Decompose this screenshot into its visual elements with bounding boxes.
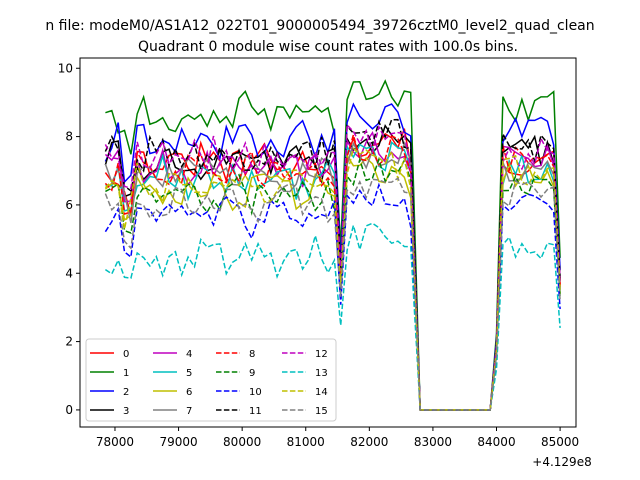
x-tick-label: 78000 (96, 435, 134, 449)
legend-label-5: 5 (186, 368, 192, 379)
legend-label-2: 2 (123, 387, 129, 398)
figure-suptitle: n file: modeM0/AS1A12_022T01_9000005494_… (45, 18, 594, 34)
legend-label-14: 14 (315, 387, 328, 398)
legend-frame (85, 338, 337, 422)
legend-label-4: 4 (186, 349, 192, 360)
y-tick-label: 0 (65, 403, 73, 417)
y-tick-label: 4 (65, 266, 73, 280)
legend-label-9: 9 (249, 368, 255, 379)
x-tick-label: 84000 (477, 435, 515, 449)
x-tick-label: 85000 (541, 435, 579, 449)
legend-label-7: 7 (186, 406, 192, 417)
y-tick-label: 8 (65, 130, 73, 144)
series-line-13 (104, 222, 561, 411)
y-tick-label: 6 (65, 198, 73, 212)
x-tick-label: 79000 (159, 435, 197, 449)
series-line-8 (104, 132, 561, 411)
legend-label-6: 6 (186, 387, 192, 398)
x-tick-label: 81000 (287, 435, 325, 449)
x-tick-label: 83000 (414, 435, 452, 449)
x-axis-offset-label: +4.129e8 (532, 455, 591, 469)
plot-frame (79, 57, 577, 428)
y-axis: 0 2 4 6 8 10 (58, 61, 80, 417)
series-line-10 (104, 182, 561, 411)
series-line-14 (104, 147, 561, 411)
series-line-15 (104, 177, 561, 411)
y-tick-label: 10 (58, 61, 73, 75)
legend-label-3: 3 (123, 406, 129, 417)
legend-label-1: 1 (123, 368, 129, 379)
chart-title: Quadrant 0 module wise count rates with … (138, 39, 518, 55)
y-tick-label: 2 (65, 335, 73, 349)
legend-label-8: 8 (249, 349, 255, 360)
legend-label-12: 12 (315, 349, 328, 360)
legend-label-0: 0 (123, 349, 129, 360)
legend-label-15: 15 (315, 406, 328, 417)
legend-label-13: 13 (315, 368, 328, 379)
legend-label-11: 11 (249, 406, 262, 417)
x-axis: 78000 79000 80000 81000 82000 83000 84000 85000 (96, 427, 579, 449)
legend-label-10: 10 (249, 387, 262, 398)
series-layer (104, 79, 561, 411)
x-tick-label: 82000 (350, 435, 388, 449)
x-tick-label: 80000 (223, 435, 261, 449)
